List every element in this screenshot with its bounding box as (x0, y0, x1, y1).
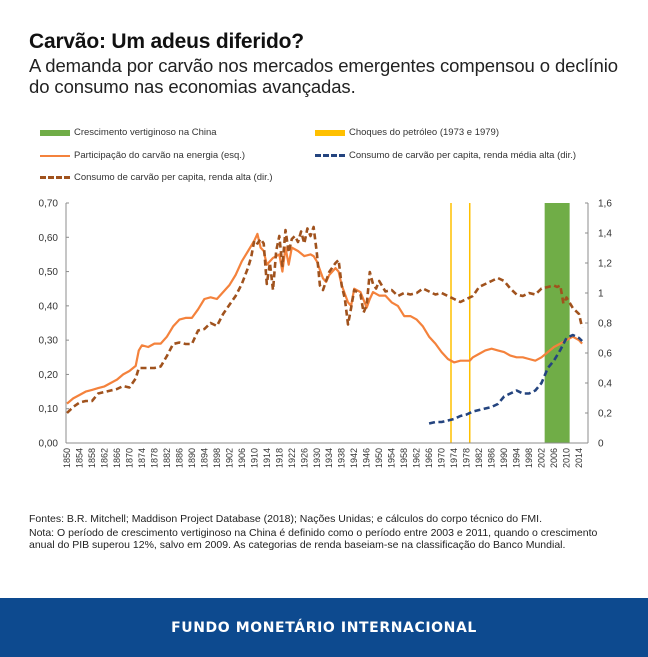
right-tick-label: 0,4 (598, 379, 612, 390)
legend-label: Participação do carvão na energia (esq.) (74, 150, 246, 161)
x-tick-label: 1894 (199, 448, 209, 468)
chart-header: Carvão: Um adeus diferido? A demanda por… (29, 30, 629, 97)
upper-middle-income-line (428, 333, 584, 425)
chart-notes: Fontes: B.R. Mitchell; Maddison Project … (29, 513, 619, 553)
shaded-periods (544, 203, 570, 443)
legend-swatch-brown-dash (40, 176, 70, 179)
left-tick-label: 0,30 (39, 336, 59, 347)
x-tick-label: 1858 (87, 448, 97, 468)
right-tick-label: 0,6 (598, 349, 612, 360)
x-tick-label: 2002 (537, 448, 547, 468)
right-tick-label: 0 (598, 439, 604, 450)
sources-text: Fontes: B.R. Mitchell; Maddison Project … (29, 513, 542, 525)
x-tick-label: 1998 (524, 448, 534, 468)
legend-item-coal-share: Participação do carvão na energia (esq.) (40, 150, 245, 161)
chart-plot: 0,00 0,10 0,20 0,30 0,40 0,50 0,60 0,70 0 0,2 0,4 0… (39, 199, 613, 469)
right-tick-label: 1,2 (598, 259, 612, 270)
legend-item-high-income: Consumo de carvão per capita, renda alta… (40, 172, 273, 183)
x-tick-label: 1938 (337, 448, 347, 468)
x-tick-label: 1870 (124, 448, 134, 468)
right-tick-label: 0,8 (598, 319, 612, 330)
x-tick-label: 1946 (362, 448, 372, 468)
legend-swatch-green (40, 129, 70, 136)
oil-shock-lines (450, 203, 471, 443)
x-tick-label: 1930 (312, 448, 322, 468)
x-tick-label: 1922 (287, 448, 297, 468)
x-tick-label: 1918 (274, 448, 284, 468)
x-tick-label: 1942 (349, 448, 359, 468)
x-tick-label: 1982 (474, 448, 484, 468)
china-boom-shaded-band (544, 203, 570, 443)
legend-item-china-boom: Crescimento vertiginoso na China (40, 127, 217, 138)
right-tick-label: 1,6 (598, 199, 612, 210)
x-tick-label: 1878 (149, 448, 159, 468)
x-tick-label: 1974 (449, 448, 459, 468)
x-tick-label: 1994 (512, 448, 522, 468)
x-tick-label: 1978 (462, 448, 472, 468)
legend-label: Crescimento vertiginoso na China (74, 127, 217, 138)
high-income-line (66, 225, 584, 414)
tick-labels: 0,00 0,10 0,20 0,30 0,40 0,50 0,60 0,70 0 0,2 0,4 0… (39, 199, 613, 469)
x-tick-label: 1898 (212, 448, 222, 468)
left-tick-label: 0,60 (39, 233, 59, 244)
right-tick-label: 0,2 (598, 409, 612, 420)
x-tick-label: 1902 (224, 448, 234, 468)
x-tick-label: 2010 (562, 448, 572, 468)
x-tick-label: 1862 (99, 448, 109, 468)
x-tick-label: 2006 (549, 448, 559, 468)
legend-item-upper-middle-income: Consumo de carvão per capita, renda médi… (315, 150, 576, 161)
x-tick-label: 1962 (412, 448, 422, 468)
axes (65, 202, 589, 444)
x-tick-label: 1910 (249, 448, 259, 468)
chart-title: Carvão: Um adeus diferido? (29, 30, 304, 53)
x-tick-label: 1914 (262, 448, 272, 468)
x-tick-label: 1866 (112, 448, 122, 468)
left-tick-label: 0,50 (39, 267, 59, 278)
left-tick-label: 0,10 (39, 404, 59, 415)
left-tick-label: 0,00 (39, 439, 59, 450)
x-tick-label: 1854 (74, 448, 84, 468)
x-tick-label: 1954 (387, 448, 397, 468)
x-tick-label: 1966 (424, 448, 434, 468)
x-tick-label: 1926 (299, 448, 309, 468)
legend-swatch-orange-line (40, 154, 70, 157)
x-tick-label: 1890 (187, 448, 197, 468)
legend-swatch-yellow (315, 129, 345, 136)
x-tick-label: 1906 (237, 448, 247, 468)
x-tick-label: 2014 (574, 448, 584, 468)
note-text: Nota: O período de crescimento vertigino… (29, 526, 598, 552)
coal-share-line (66, 232, 583, 405)
legend-label: Choques do petróleo (1973 e 1979) (349, 127, 500, 138)
legend-swatch-blue-dash (315, 154, 345, 157)
chart-subtitle: A demanda por carvão nos mercados emerge… (29, 55, 618, 97)
x-tick-label: 1970 (437, 448, 447, 468)
left-tick-label: 0,40 (39, 301, 59, 312)
left-tick-label: 0,20 (39, 370, 59, 381)
chart-legend: Crescimento vertiginoso na China Choques… (40, 127, 630, 197)
x-tick-label: 1990 (499, 448, 509, 468)
series-lines (66, 225, 584, 425)
legend-item-oil-shocks: Choques do petróleo (1973 e 1979) (315, 127, 499, 138)
x-tick-label: 1958 (399, 448, 409, 468)
left-tick-label: 0,70 (39, 199, 59, 210)
right-tick-label: 1,4 (598, 229, 612, 240)
x-tick-label: 1882 (162, 448, 172, 468)
footer-banner: FUNDO MONETÁRIO INTERNACIONAL (0, 598, 648, 657)
x-tick-label: 1850 (62, 448, 72, 468)
x-tick-label: 1950 (374, 448, 384, 468)
legend-label: Consumo de carvão per capita, renda alta… (74, 172, 273, 183)
right-tick-label: 1 (598, 289, 604, 300)
footer-label: FUNDO MONETÁRIO INTERNACIONAL (171, 619, 477, 636)
x-tick-label: 1986 (487, 448, 497, 468)
x-tick-label: 1874 (137, 448, 147, 468)
x-tick-label: 1886 (174, 448, 184, 468)
x-tick-label: 1934 (324, 448, 334, 468)
legend-label: Consumo de carvão per capita, renda médi… (349, 150, 577, 161)
